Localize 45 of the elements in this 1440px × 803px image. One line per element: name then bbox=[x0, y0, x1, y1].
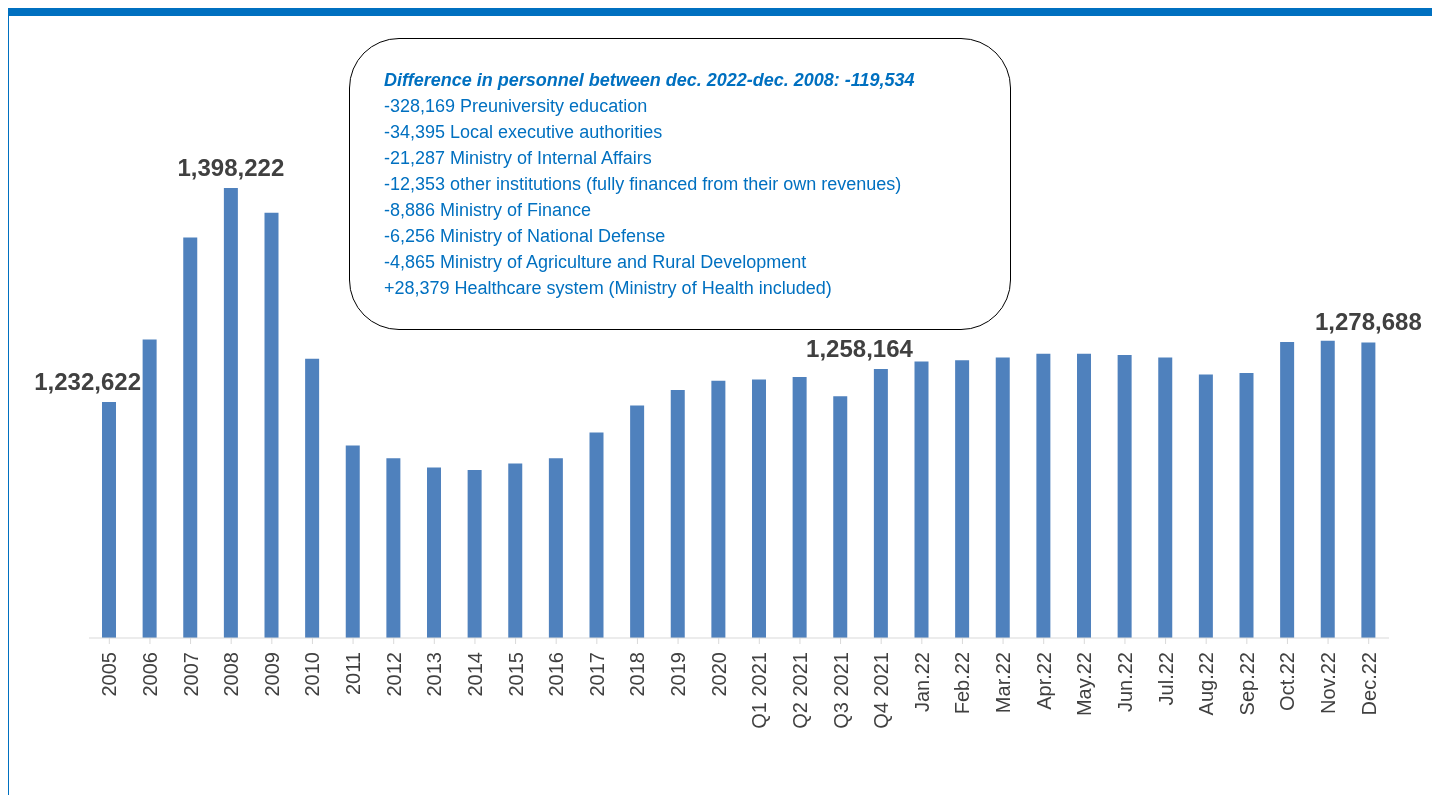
text: -34,395 Local executive authorities bbox=[384, 122, 663, 142]
annotation: -6,256 Ministry of National Defense bbox=[384, 225, 667, 248]
x-tick-label: May.22 bbox=[1073, 652, 1096, 717]
x-tick-label: 2008 bbox=[220, 652, 243, 697]
x-tick-label: Q4 2021 bbox=[870, 652, 893, 729]
x-tick-label: 2019 bbox=[667, 652, 690, 697]
x-tick-label: Q2 2021 bbox=[788, 652, 811, 729]
x-tick-label: 2006 bbox=[138, 652, 161, 697]
x-tick-label: Dec.22 bbox=[1357, 652, 1380, 716]
x-tick-label: 2015 bbox=[504, 652, 527, 697]
text: -328,169 Preuniversity education bbox=[384, 96, 648, 116]
x-tick-label: 2010 bbox=[301, 652, 324, 697]
x-tick-label: 2007 bbox=[179, 652, 202, 697]
x-tick-label: Oct.22 bbox=[1276, 652, 1299, 711]
x-tick-label: Apr.22 bbox=[1032, 652, 1055, 710]
annotation: +28,379 Healthcare system (Ministry of Health included) bbox=[384, 277, 833, 300]
x-tick-label: 2020 bbox=[707, 652, 730, 697]
text: Difference in personnel between dec. 2022-dec. 2008: -119,534 bbox=[384, 70, 915, 90]
x-tick-label: Nov.22 bbox=[1317, 652, 1340, 714]
text: -21,287 Ministry of Internal Affairs bbox=[384, 148, 652, 168]
x-tick-label: Aug.22 bbox=[1195, 652, 1218, 716]
x-tick-label: Jan.22 bbox=[910, 652, 933, 713]
x-tick-label: Jun.22 bbox=[1113, 652, 1136, 713]
x-tick-label: 2005 bbox=[98, 652, 121, 697]
annotation: -8,886 Ministry of Finance bbox=[384, 199, 593, 222]
x-tick-label: Q3 2021 bbox=[829, 652, 852, 729]
data-label: 1,278,688 bbox=[1314, 308, 1422, 336]
data-label: 1,398,222 bbox=[177, 154, 285, 181]
annotation: -4,865 Ministry of Agriculture and Rural Development bbox=[384, 251, 808, 274]
x-tick-label: Mar.22 bbox=[992, 652, 1015, 714]
x-tick-label: 2011 bbox=[342, 652, 365, 696]
x-tick-label: Sep.22 bbox=[1235, 652, 1258, 716]
x-tick-label: Feb.22 bbox=[951, 652, 974, 715]
x-tick-label: 2016 bbox=[545, 652, 568, 697]
x-tick-label: 2014 bbox=[463, 652, 486, 697]
x-tick-label: Q1 2021 bbox=[748, 652, 771, 729]
annotation: -12,353 other institutions (fully financed from their own revenues) bbox=[384, 173, 903, 196]
x-tick-label: 2012 bbox=[382, 652, 405, 697]
x-tick-label: Jul.22 bbox=[1154, 652, 1177, 706]
data-label: 1,232,622 bbox=[34, 368, 141, 395]
x-tick-label: 2013 bbox=[423, 652, 446, 697]
data-label: 1,258,164 bbox=[806, 334, 914, 362]
x-tick-label: 2017 bbox=[585, 652, 608, 697]
x-tick-label: 2009 bbox=[260, 652, 283, 697]
x-tick-label: 2018 bbox=[626, 652, 649, 697]
